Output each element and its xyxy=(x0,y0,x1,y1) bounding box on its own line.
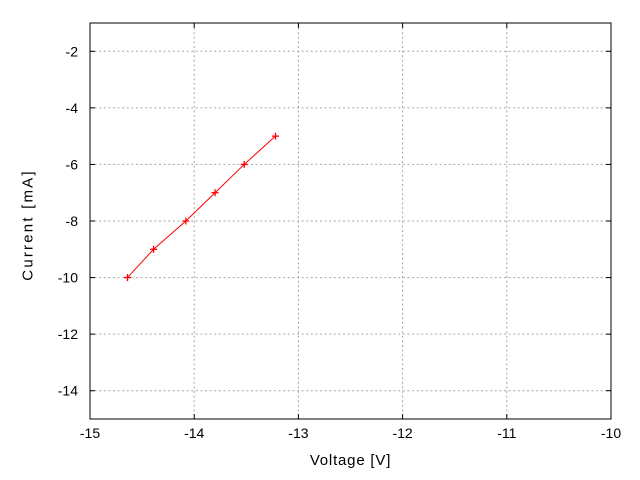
y-tick-label: -2 xyxy=(66,43,79,59)
y-tick-label: -8 xyxy=(66,213,79,229)
x-tick-label: -13 xyxy=(288,425,308,441)
y-tick-label: -6 xyxy=(66,156,79,172)
y-tick-label: -14 xyxy=(58,383,78,399)
x-tick-label: -15 xyxy=(80,425,100,441)
y-tick-label: -10 xyxy=(58,270,78,286)
x-tick-label: -12 xyxy=(392,425,412,441)
x-tick-label: -11 xyxy=(497,425,516,441)
y-axis-title: Current [mA] xyxy=(19,169,37,281)
y-tick-label: -4 xyxy=(66,100,79,116)
x-tick-label: -10 xyxy=(601,425,621,441)
x-axis-title: Voltage [V] xyxy=(309,452,392,469)
y-tick-label: -12 xyxy=(58,326,78,342)
x-tick-label: -14 xyxy=(184,425,204,441)
data-series-line xyxy=(127,135,276,278)
